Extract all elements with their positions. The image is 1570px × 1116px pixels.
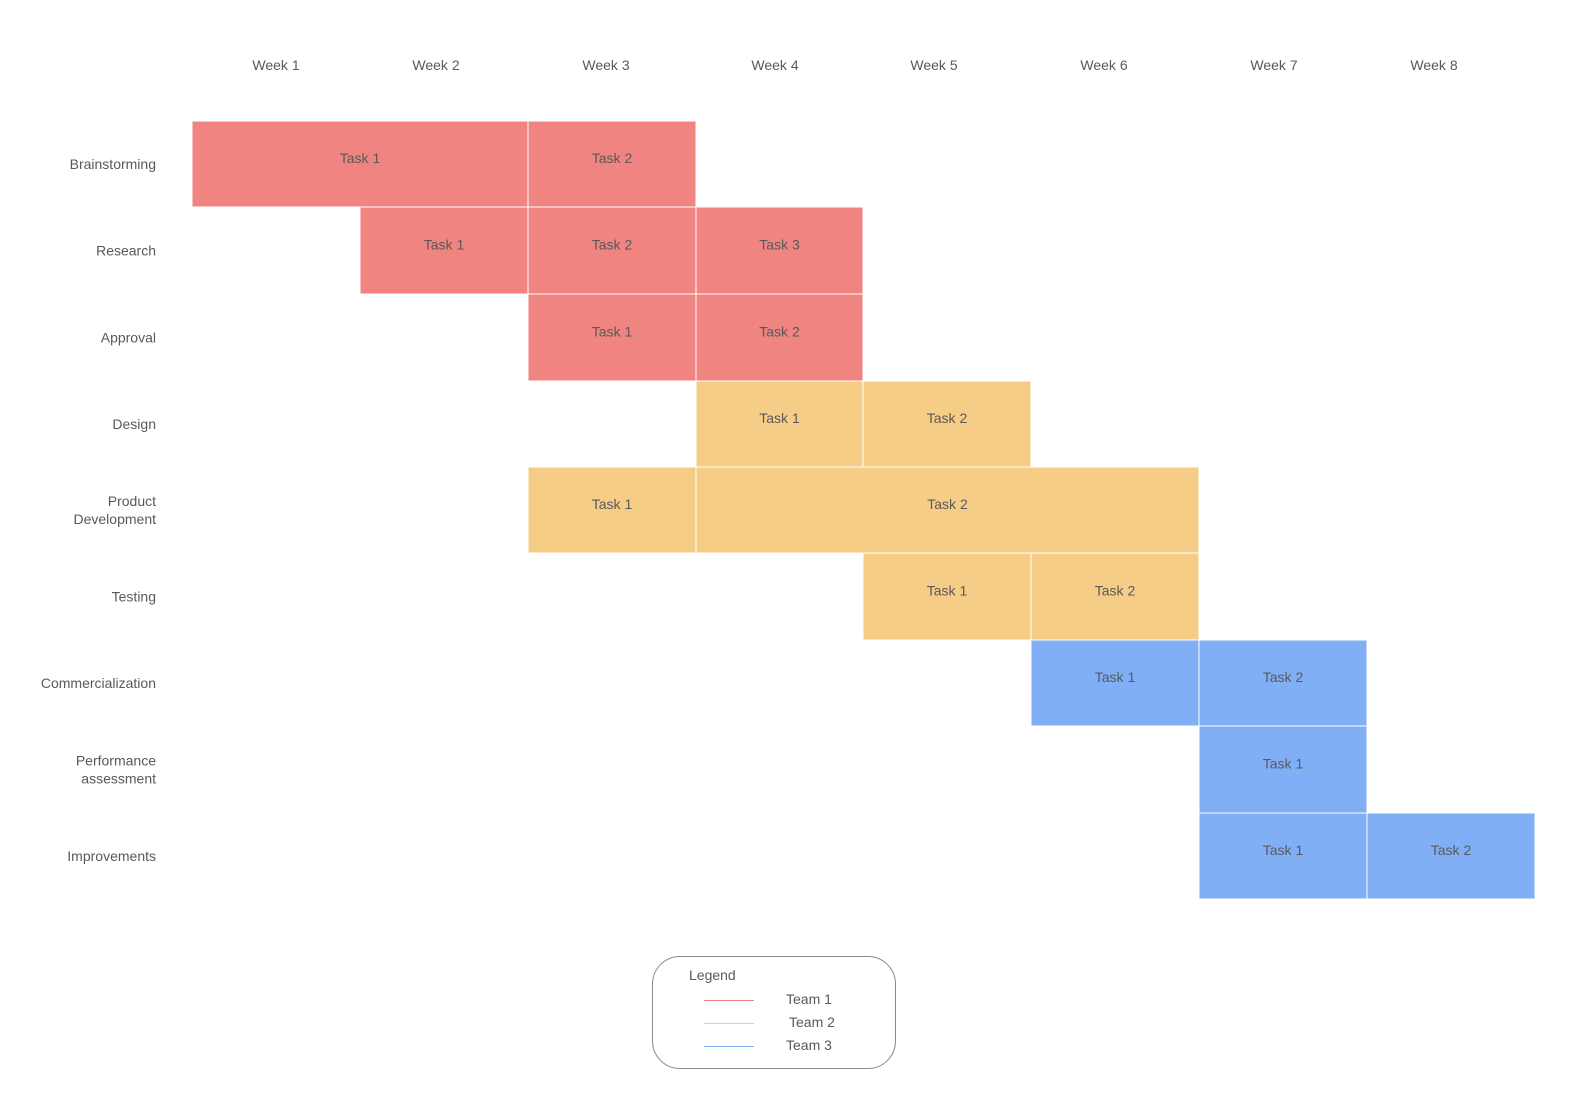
week-label-8: Week 8: [1410, 57, 1457, 73]
task-label-performance-assessment-task-1: Task 1: [1263, 756, 1304, 772]
task-label-brainstorming-task-1: Task 1: [340, 150, 381, 166]
task-bar-improvements-task-1: [1198, 812, 1368, 900]
row-label-testing: Testing: [112, 589, 156, 605]
task-bar-design-task-1: [695, 380, 864, 468]
task-bar-testing-task-1: [862, 552, 1032, 641]
task-label-improvements-task-2: Task 2: [1431, 842, 1472, 858]
task-label-commercialization-task-2: Task 2: [1263, 669, 1304, 685]
task-bar-research-task-3: [695, 206, 864, 295]
week-label-4: Week 4: [751, 57, 798, 73]
task-label-improvements-task-1: Task 1: [1263, 842, 1304, 858]
legend-title: Legend: [689, 967, 736, 983]
legend: Legend Team 1 Team 2 Team 3: [652, 956, 896, 1069]
legend-item-team-1: Team 1: [653, 990, 895, 1010]
task-bar-improvements-task-2: [1366, 812, 1536, 900]
legend-label-team-1: Team 1: [786, 991, 832, 1007]
task-bar-commercialization-task-1: [1030, 639, 1200, 727]
task-bar-research-task-1: [359, 206, 529, 295]
legend-line-team-1: [704, 1000, 754, 1001]
legend-item-team-3: Team 3: [653, 1036, 895, 1056]
row-label-brainstorming: Brainstorming: [70, 156, 156, 172]
task-bar-commercialization-task-2: [1198, 639, 1368, 727]
task-bar-research-task-2: [527, 206, 697, 295]
row-label-product-development: Product Development: [74, 493, 157, 527]
task-label-brainstorming-task-2: Task 2: [592, 150, 633, 166]
row-label-design: Design: [112, 416, 156, 432]
task-label-testing-task-1: Task 1: [927, 583, 968, 599]
task-label-approval-task-1: Task 1: [592, 324, 633, 340]
legend-item-team-2: Team 2: [653, 1013, 895, 1033]
task-label-commercialization-task-1: Task 1: [1095, 669, 1136, 685]
week-label-2: Week 2: [412, 57, 459, 73]
week-label-3: Week 3: [582, 57, 629, 73]
task-bar-performance-assessment-task-1: [1198, 725, 1368, 814]
task-label-design-task-2: Task 2: [927, 410, 968, 426]
task-label-research-task-1: Task 1: [424, 237, 465, 253]
task-label-design-task-1: Task 1: [759, 410, 800, 426]
row-label-approval: Approval: [101, 330, 156, 346]
task-bar-product-development-task-2: [695, 466, 1200, 554]
task-bar-testing-task-2: [1030, 552, 1200, 641]
task-bar-product-development-task-1: [527, 466, 697, 554]
week-label-5: Week 5: [910, 57, 957, 73]
task-label-approval-task-2: Task 2: [759, 324, 800, 340]
task-label-testing-task-2: Task 2: [1095, 583, 1136, 599]
legend-label-team-2: Team 2: [789, 1014, 835, 1030]
task-label-product-development-task-1: Task 1: [592, 496, 633, 512]
task-bar-brainstorming-task-2: [527, 120, 697, 208]
task-label-research-task-3: Task 3: [759, 237, 800, 253]
week-label-1: Week 1: [252, 57, 299, 73]
week-label-7: Week 7: [1250, 57, 1297, 73]
week-label-6: Week 6: [1080, 57, 1127, 73]
row-label-improvements: Improvements: [67, 848, 156, 864]
task-bar-approval-task-1: [527, 293, 697, 382]
legend-label-team-3: Team 3: [786, 1037, 832, 1053]
task-label-product-development-task-2: Task 2: [927, 496, 968, 512]
gantt-chart: Week 1 Week 2 Week 3 Week 4 Week 5 Week 6 Week…: [41, 57, 1536, 900]
row-label-performance-assessment: Performance assessment: [76, 753, 156, 787]
task-bar-brainstorming-task-1: [191, 120, 529, 208]
row-label-research: Research: [96, 243, 156, 259]
task-label-research-task-2: Task 2: [592, 237, 633, 253]
legend-line-team-2: [704, 1023, 754, 1024]
legend-line-team-3: [704, 1046, 754, 1047]
row-label-commercialization: Commercialization: [41, 675, 156, 691]
